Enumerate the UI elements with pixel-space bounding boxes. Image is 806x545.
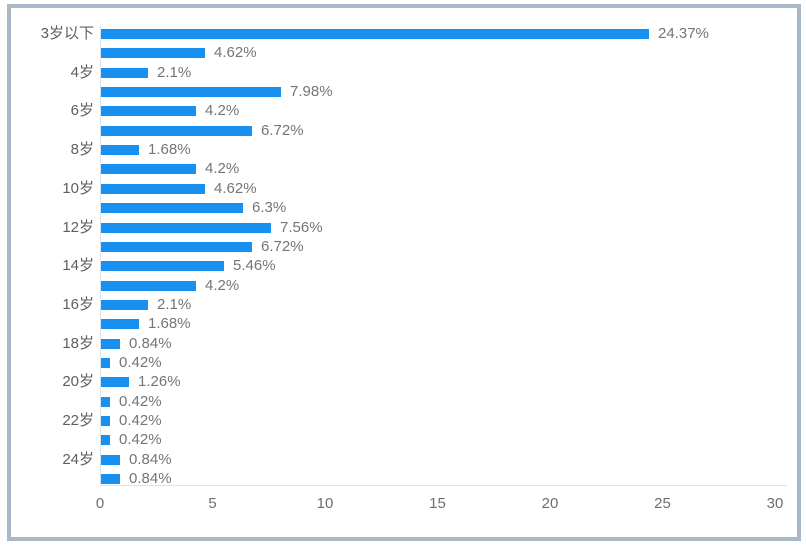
y-axis-category-label: 22岁	[62, 412, 94, 429]
bar-value-label: 2.1%	[157, 296, 192, 313]
bar-row-3[interactable]	[101, 87, 281, 97]
bar-value-label: 7.56%	[280, 219, 323, 236]
bar-value-label: 0.84%	[129, 470, 172, 487]
y-axis-category-label: 20岁	[62, 373, 94, 390]
bar-value-label: 0.42%	[119, 431, 162, 448]
y-axis-category-label: 8岁	[70, 141, 94, 158]
bar-value-label: 4.62%	[214, 180, 257, 197]
y-axis-category-label: 14岁	[62, 257, 94, 274]
y-axis-category-label: 10岁	[62, 180, 94, 197]
bar-22岁[interactable]	[101, 416, 110, 426]
x-axis-tick-20: 20	[541, 495, 559, 512]
y-axis-category-label: 24岁	[62, 451, 94, 468]
y-axis-line	[100, 25, 101, 485]
y-axis-category-label: 3岁以下	[40, 25, 94, 42]
bar-value-label: 6.3%	[252, 199, 287, 216]
bar-row-11[interactable]	[101, 242, 252, 252]
x-axis-tick-25: 25	[654, 495, 671, 512]
bar-10岁[interactable]	[101, 184, 205, 194]
bar-6岁[interactable]	[101, 106, 196, 116]
bar-value-label: 2.1%	[157, 64, 192, 81]
x-axis-tick-0: 0	[95, 495, 105, 512]
bar-12岁[interactable]	[101, 223, 271, 233]
bar-row-1[interactable]	[101, 48, 205, 58]
x-axis-tick-5: 5	[208, 495, 217, 512]
bar-16岁[interactable]	[101, 300, 148, 310]
bar-value-label: 4.62%	[214, 44, 257, 61]
bar-14岁[interactable]	[101, 261, 224, 271]
bar-18岁[interactable]	[101, 339, 120, 349]
x-axis-tick-10: 10	[316, 495, 334, 512]
bar-value-label: 4.2%	[205, 277, 240, 294]
bar-value-label: 6.72%	[261, 238, 304, 255]
bar-value-label: 1.68%	[148, 315, 191, 332]
y-axis-category-label: 16岁	[62, 296, 94, 313]
y-axis-category-label: 18岁	[62, 335, 94, 352]
bar-value-label: 24.37%	[658, 25, 709, 42]
y-axis-category-label: 6岁	[70, 102, 94, 119]
bar-row-15[interactable]	[101, 319, 139, 329]
bar-row-5[interactable]	[101, 126, 252, 136]
bar-8岁[interactable]	[101, 145, 139, 155]
bar-value-label: 0.84%	[129, 335, 172, 352]
bar-24岁[interactable]	[101, 455, 120, 465]
bar-value-label: 0.42%	[119, 393, 162, 410]
bar-row-7[interactable]	[101, 164, 196, 174]
bar-3岁以下[interactable]	[101, 29, 649, 39]
bar-row-9[interactable]	[101, 203, 243, 213]
bar-value-label: 0.84%	[129, 451, 172, 468]
bar-row-21[interactable]	[101, 435, 110, 445]
bar-row-19[interactable]	[101, 397, 110, 407]
bar-value-label: 5.46%	[233, 257, 276, 274]
bar-value-label: 1.68%	[148, 141, 191, 158]
bar-value-label: 4.2%	[205, 160, 240, 177]
bar-value-label: 0.42%	[119, 354, 162, 371]
bar-row-23[interactable]	[101, 474, 120, 484]
y-axis-category-label: 12岁	[62, 219, 94, 236]
x-axis-tick-30: 30	[766, 495, 784, 512]
y-axis-category-label: 4岁	[70, 64, 94, 81]
bar-value-label: 6.72%	[261, 122, 304, 139]
bar-value-label: 1.26%	[138, 373, 181, 390]
bar-20岁[interactable]	[101, 377, 129, 387]
bar-value-label: 0.42%	[119, 412, 162, 429]
bar-value-label: 7.98%	[290, 83, 333, 100]
bar-value-label: 4.2%	[205, 102, 240, 119]
bar-row-13[interactable]	[101, 281, 196, 291]
bar-row-17[interactable]	[101, 358, 110, 368]
bar-4岁[interactable]	[101, 68, 148, 78]
x-axis-tick-15: 15	[429, 495, 446, 512]
x-axis-line	[100, 485, 787, 486]
